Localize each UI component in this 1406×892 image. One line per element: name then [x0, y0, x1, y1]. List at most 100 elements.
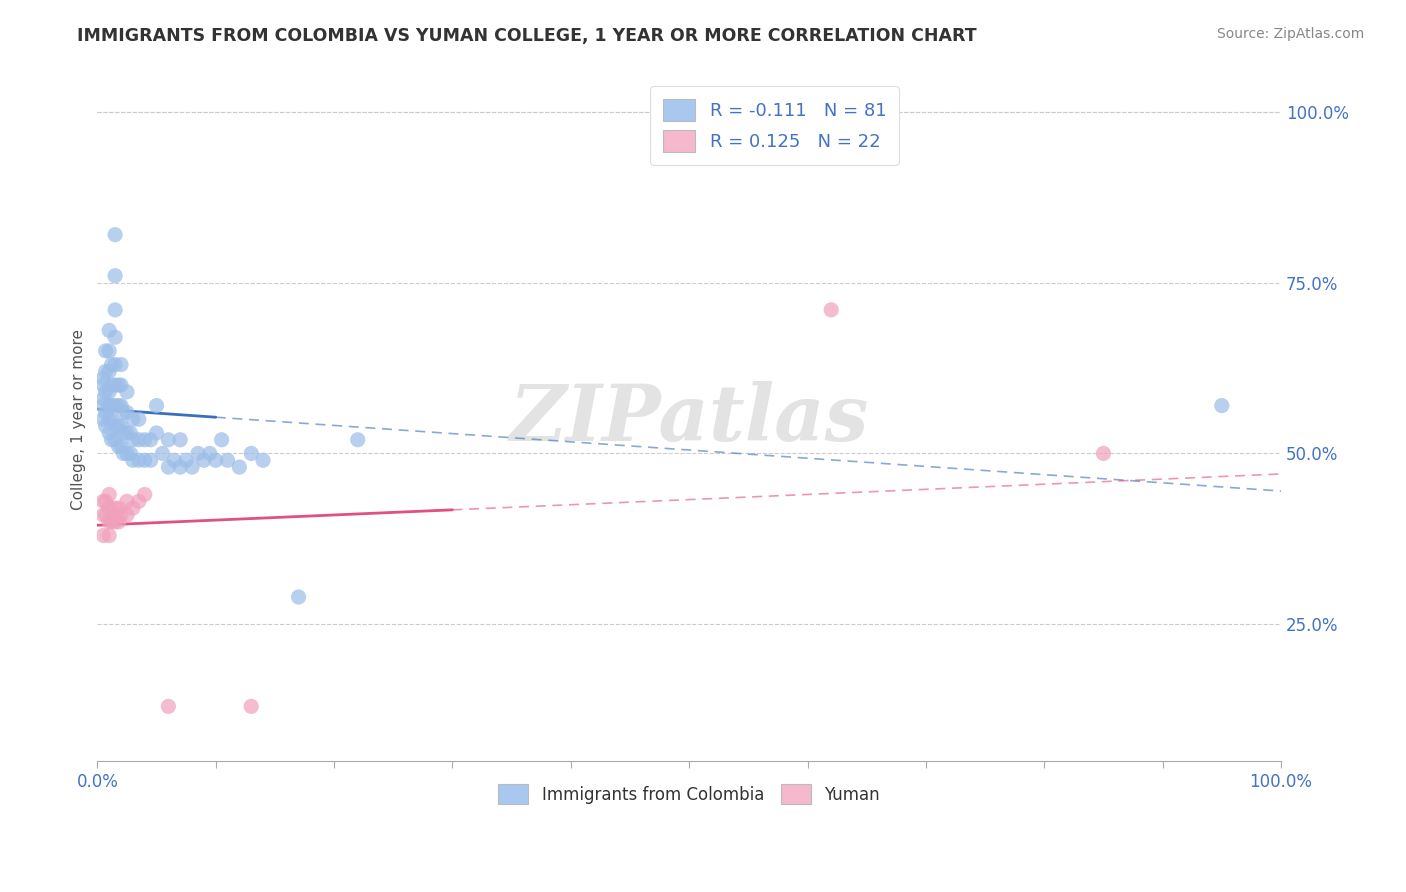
Point	[228, 460, 250, 475]
Point	[198, 446, 221, 460]
Point	[100, 433, 122, 447]
Point	[169, 460, 191, 475]
Point	[152, 446, 174, 460]
Point	[1092, 446, 1115, 460]
Point	[112, 405, 135, 419]
Point	[240, 699, 263, 714]
Point	[204, 453, 226, 467]
Point	[287, 590, 309, 604]
Point	[104, 227, 127, 242]
Point	[120, 446, 142, 460]
Point	[134, 487, 156, 501]
Point	[112, 446, 135, 460]
Point	[104, 399, 127, 413]
Point	[115, 425, 138, 440]
Point	[187, 446, 209, 460]
Point	[104, 501, 127, 516]
Point	[91, 528, 114, 542]
Point	[169, 433, 191, 447]
Point	[100, 412, 122, 426]
Point	[104, 330, 127, 344]
Point	[98, 515, 121, 529]
Point	[145, 425, 167, 440]
Point	[121, 501, 143, 516]
Point	[91, 508, 114, 522]
Point	[91, 392, 114, 406]
Point	[128, 433, 150, 447]
Point	[820, 302, 842, 317]
Point	[134, 433, 156, 447]
Point	[94, 494, 117, 508]
Point	[94, 508, 117, 522]
Point	[98, 487, 121, 501]
Point	[98, 528, 121, 542]
Point	[157, 433, 180, 447]
Text: ZIPatlas: ZIPatlas	[509, 381, 869, 458]
Point	[134, 453, 156, 467]
Point	[211, 433, 233, 447]
Point	[115, 446, 138, 460]
Point	[107, 419, 129, 434]
Point	[107, 515, 129, 529]
Point	[163, 453, 186, 467]
Point	[104, 433, 127, 447]
Point	[128, 494, 150, 508]
Point	[217, 453, 239, 467]
Point	[110, 358, 132, 372]
Point	[91, 412, 114, 426]
Point	[240, 446, 263, 460]
Text: Source: ZipAtlas.com: Source: ZipAtlas.com	[1216, 27, 1364, 41]
Point	[115, 384, 138, 399]
Point	[110, 378, 132, 392]
Point	[139, 433, 162, 447]
Point	[139, 453, 162, 467]
Point	[121, 412, 143, 426]
Point	[107, 440, 129, 454]
Point	[100, 358, 122, 372]
Point	[181, 460, 204, 475]
Point	[98, 323, 121, 337]
Point	[145, 399, 167, 413]
Point	[98, 425, 121, 440]
Point	[115, 494, 138, 508]
Point	[193, 453, 215, 467]
Point	[100, 515, 122, 529]
Point	[98, 343, 121, 358]
Point	[128, 412, 150, 426]
Point	[128, 453, 150, 467]
Point	[94, 364, 117, 378]
Point	[174, 453, 197, 467]
Point	[94, 405, 117, 419]
Point	[100, 399, 122, 413]
Point	[107, 378, 129, 392]
Point	[1211, 399, 1233, 413]
Point	[98, 501, 121, 516]
Point	[94, 343, 117, 358]
Text: IMMIGRANTS FROM COLOMBIA VS YUMAN COLLEGE, 1 YEAR OR MORE CORRELATION CHART: IMMIGRANTS FROM COLOMBIA VS YUMAN COLLEG…	[77, 27, 977, 45]
Point	[104, 378, 127, 392]
Point	[107, 501, 129, 516]
Point	[104, 268, 127, 283]
Point	[110, 440, 132, 454]
Point	[346, 433, 368, 447]
Point	[94, 384, 117, 399]
Point	[104, 358, 127, 372]
Point	[121, 453, 143, 467]
Point	[104, 515, 127, 529]
Legend: Immigrants from Colombia, Yuman: Immigrants from Colombia, Yuman	[488, 774, 890, 814]
Point	[107, 399, 129, 413]
Y-axis label: College, 1 year or more: College, 1 year or more	[72, 329, 86, 509]
Point	[91, 378, 114, 392]
Point	[112, 425, 135, 440]
Point	[104, 302, 127, 317]
Point	[100, 378, 122, 392]
Point	[157, 460, 180, 475]
Point	[91, 371, 114, 385]
Point	[91, 494, 114, 508]
Point	[252, 453, 274, 467]
Point	[115, 405, 138, 419]
Point	[104, 419, 127, 434]
Point	[94, 419, 117, 434]
Point	[98, 364, 121, 378]
Point	[98, 412, 121, 426]
